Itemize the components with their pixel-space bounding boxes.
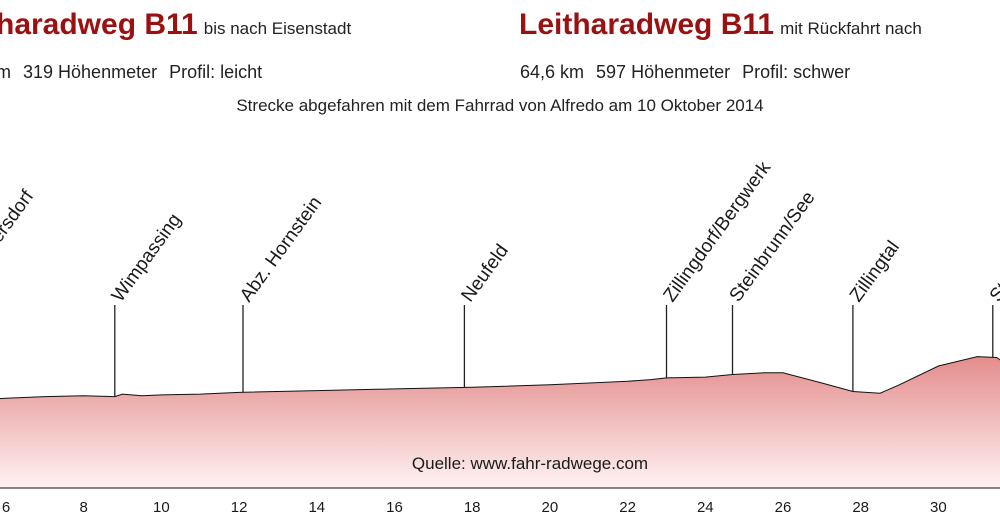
right-stats: 64,6 km 597 Höhenmeter Profil: schwer: [520, 62, 862, 83]
x-tick-label: 30: [930, 499, 947, 516]
left-distance: m: [0, 62, 11, 82]
left-profile: Profil: leicht: [169, 62, 263, 82]
right-profile: Profil: schwer: [742, 62, 851, 82]
right-distance: 64,6 km: [520, 62, 585, 82]
x-tick-label: 8: [80, 499, 88, 516]
right-elevation: 597 Höhenmeter: [596, 62, 731, 82]
ride-description: Strecke abgefahren mit dem Fahrrad von A…: [236, 96, 764, 115]
right-title-text: Leitharadweg B11: [519, 8, 775, 41]
x-tick-label: 6: [2, 499, 10, 516]
place-label: Wimpassing: [108, 210, 186, 306]
x-tick-label: 20: [542, 499, 559, 516]
left-elevation: 319 Höhenmeter: [23, 62, 158, 82]
x-tick-label: 18: [464, 499, 481, 516]
elevation-area: [0, 356, 1000, 489]
source-credit: Quelle: www.fahr-radwege.com: [412, 454, 648, 473]
x-tick-label: 12: [231, 499, 248, 516]
x-tick-label: 24: [697, 499, 714, 516]
place-label: Neufeld: [457, 241, 512, 306]
left-stats: m 319 Höhenmeter Profil: leicht: [0, 62, 274, 83]
x-tick-label: 14: [308, 499, 325, 516]
left-subtitle: bis nach Eisenstadt: [203, 19, 352, 38]
x-tick-label: 28: [852, 499, 869, 516]
x-tick-label: 22: [619, 499, 636, 516]
left-title-text: tharadweg B11: [0, 8, 198, 41]
right-title: Leitharadweg B11 mit Rückfahrt nach: [519, 8, 922, 42]
left-title: tharadweg B11 bis nach Eisenstadt: [0, 8, 351, 42]
x-tick-label: 16: [386, 499, 403, 516]
place-label: Abz. Hornstein: [236, 193, 326, 306]
place-label: Zillingtal: [846, 237, 904, 306]
right-subtitle: mit Rückfahrt nach: [780, 19, 922, 38]
x-tick-label: 26: [775, 499, 792, 516]
place-label: Steinbrunn: [986, 219, 1000, 306]
x-tick-label: 10: [153, 499, 170, 516]
place-label: thaprodersdorf: [0, 186, 39, 299]
